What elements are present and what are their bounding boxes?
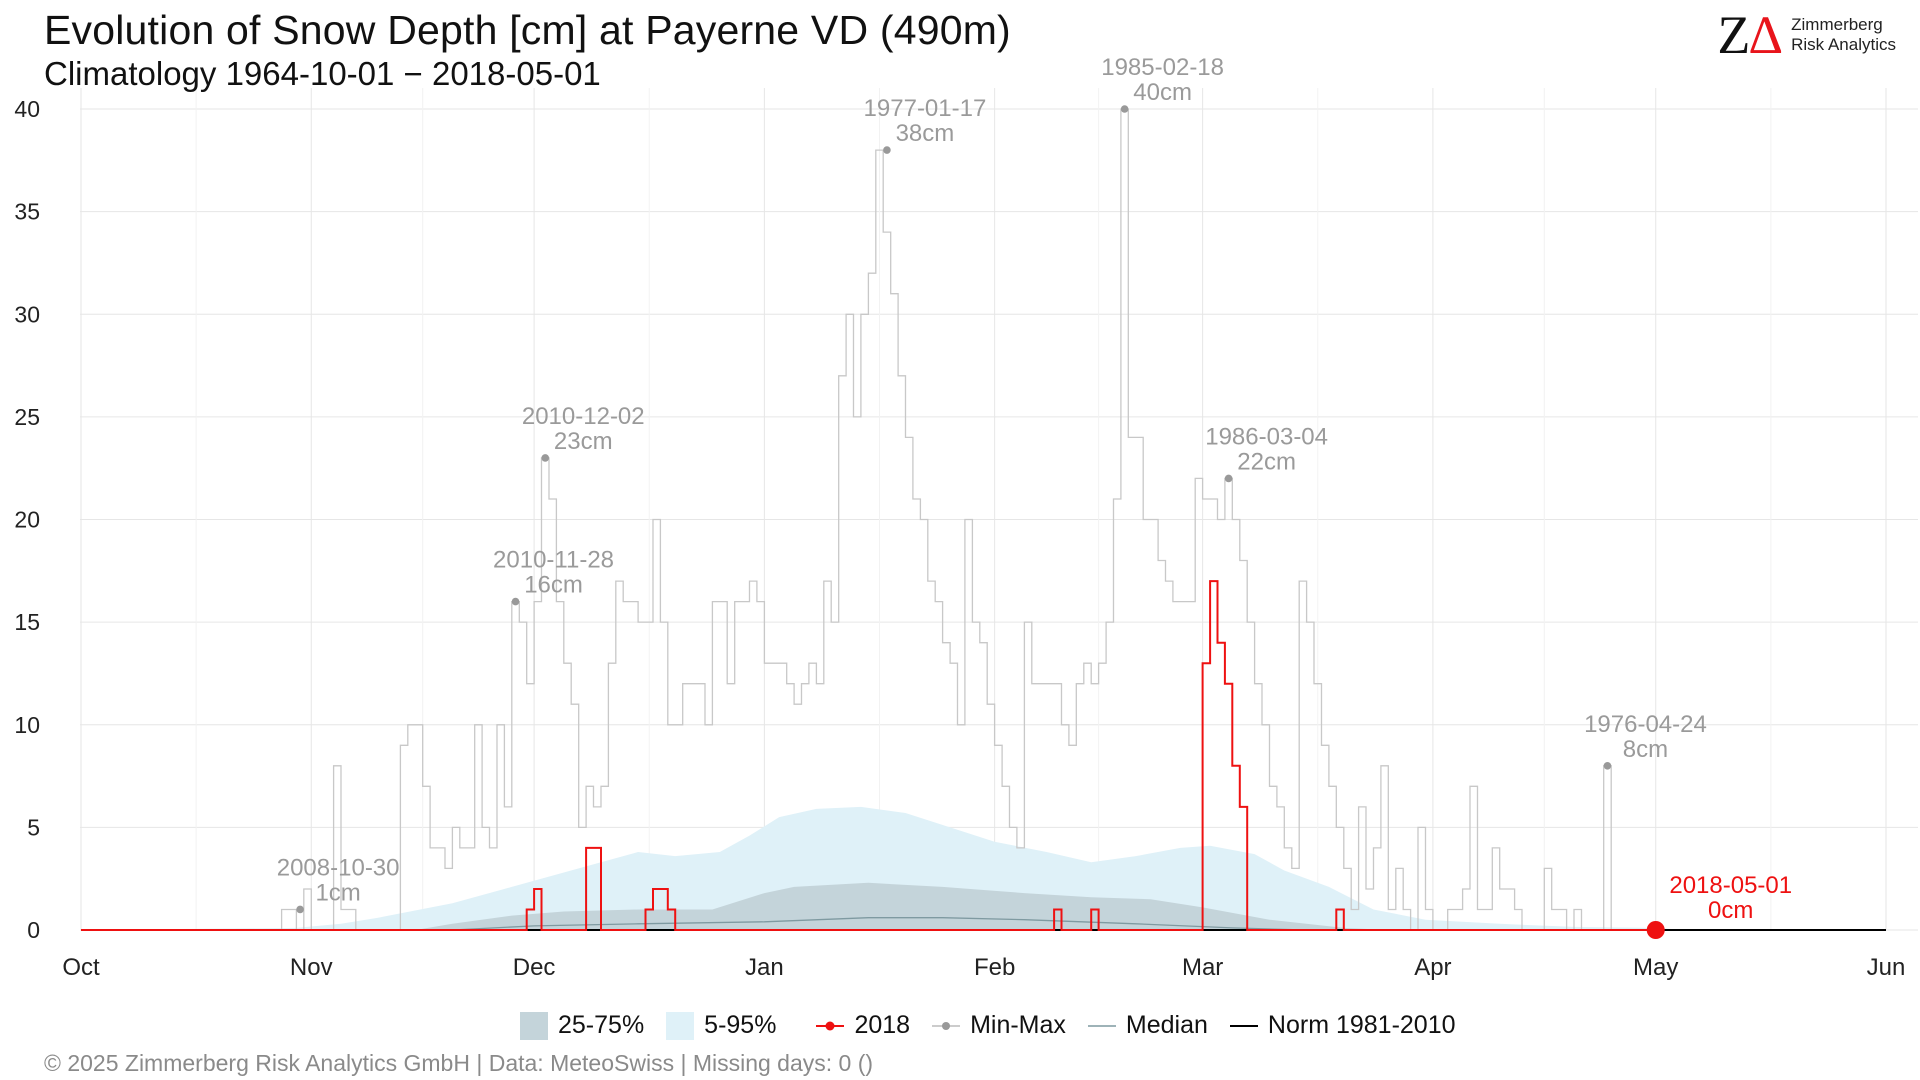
- legend-label-min-max: Min-Max: [970, 1011, 1066, 1039]
- x-tick-label: Feb: [974, 954, 1015, 981]
- legend-item-2018: 2018: [816, 1011, 910, 1040]
- chart-header: Evolution of Snow Depth [cm] at Payerne …: [44, 6, 1011, 94]
- legend-item-median: Median: [1087, 1011, 1208, 1040]
- legend-label-norm: Norm 1981-2010: [1267, 1011, 1456, 1039]
- legend-key-2018: [816, 1021, 845, 1030]
- record-marker: [1224, 474, 1233, 483]
- record-label: 2010-12-02: [522, 403, 645, 430]
- legend-key-median: [1087, 1024, 1116, 1027]
- y-tick-label: 30: [14, 301, 40, 327]
- min-max-line: [81, 108, 1886, 931]
- legend-label-5-95: 5-95%: [704, 1011, 777, 1039]
- legend-swatch-5-95: [666, 1011, 695, 1040]
- record-label: 1cm: [315, 879, 360, 906]
- record-label: 2010-11-28: [493, 547, 614, 574]
- season-2018-line: [81, 580, 1656, 931]
- record-marker: [511, 597, 520, 606]
- record-label: 23cm: [554, 428, 613, 455]
- legend-item-min-max: Min-Max: [932, 1011, 1066, 1040]
- x-tick-label: Jun: [1867, 954, 1906, 981]
- logo-text: Zimmerberg Risk Analytics: [1791, 15, 1896, 55]
- record-marker: [1603, 762, 1612, 770]
- chart-subtitle: Climatology 1964-10-01 − 2018-05-01: [44, 55, 601, 92]
- logo-mark: ZΔ: [1717, 5, 1783, 65]
- legend-label-25-75: 25-75%: [558, 1011, 645, 1039]
- current-value-label: 0cm: [1708, 897, 1753, 924]
- y-tick-label: 0: [27, 917, 40, 943]
- company-logo: ZΔ Zimmerberg Risk Analytics: [1717, 5, 1896, 65]
- y-tick-label: 35: [14, 199, 40, 225]
- y-tick-label: 15: [14, 609, 40, 635]
- record-marker: [883, 146, 891, 154]
- current-value-label: 2018-05-01: [1669, 872, 1792, 899]
- x-tick-label: Dec: [513, 954, 556, 981]
- y-tick-label: 20: [14, 507, 40, 533]
- x-tick-label: May: [1633, 954, 1678, 981]
- record-marker: [1120, 105, 1129, 113]
- chart-legend: 25-75% 5-95% 2018 Min-Max Median Norm 19…: [520, 1011, 1478, 1040]
- logo-delta: Δ: [1748, 5, 1783, 65]
- legend-label-2018: 2018: [854, 1011, 911, 1039]
- record-label: 38cm: [896, 120, 955, 147]
- y-tick-label: 40: [14, 96, 40, 122]
- current-value-marker: [1646, 921, 1665, 939]
- record-label: 2008-10-30: [277, 854, 400, 881]
- legend-label-median: Median: [1125, 1011, 1208, 1039]
- logo-letter-z: Z: [1717, 5, 1750, 65]
- band-5-95: [81, 806, 1686, 930]
- x-tick-label: Jan: [745, 954, 784, 981]
- x-tick-label: Nov: [290, 954, 333, 981]
- legend-swatch-25-75: [520, 1011, 548, 1040]
- y-tick-label: 25: [14, 404, 40, 430]
- record-label: 1985-02-18: [1101, 54, 1224, 81]
- record-label: 8cm: [1623, 736, 1668, 763]
- logo-text-line2: Risk Analytics: [1791, 35, 1896, 54]
- x-tick-label: Mar: [1182, 954, 1223, 981]
- record-label: 1986-03-04: [1205, 423, 1328, 450]
- record-label: 1977-01-17: [864, 95, 987, 122]
- y-tick-label: 10: [14, 712, 40, 738]
- record-label: 16cm: [524, 572, 583, 599]
- legend-item-norm: Norm 1981-2010: [1229, 1011, 1456, 1040]
- record-label: 40cm: [1133, 79, 1192, 106]
- x-tick-label: Oct: [62, 954, 100, 981]
- record-marker: [541, 454, 550, 462]
- chart-title: Evolution of Snow Depth [cm] at Payerne …: [44, 7, 1011, 53]
- y-tick-label: 5: [27, 814, 40, 840]
- record-label: 1976-04-24: [1584, 711, 1707, 738]
- legend-key-min-max: [932, 1021, 961, 1030]
- band-25-75: [415, 882, 1389, 930]
- legend-item-5-95: 5-95%: [666, 1011, 776, 1040]
- record-marker: [296, 905, 304, 914]
- legend-item-25-75: 25-75%: [520, 1011, 644, 1040]
- record-label: 22cm: [1237, 448, 1296, 475]
- logo-text-line1: Zimmerberg: [1791, 15, 1883, 34]
- footer-copyright: © 2025 Zimmerberg Risk Analytics GmbH | …: [44, 1050, 874, 1076]
- legend-key-norm: [1229, 1024, 1258, 1027]
- x-tick-label: Apr: [1414, 954, 1451, 981]
